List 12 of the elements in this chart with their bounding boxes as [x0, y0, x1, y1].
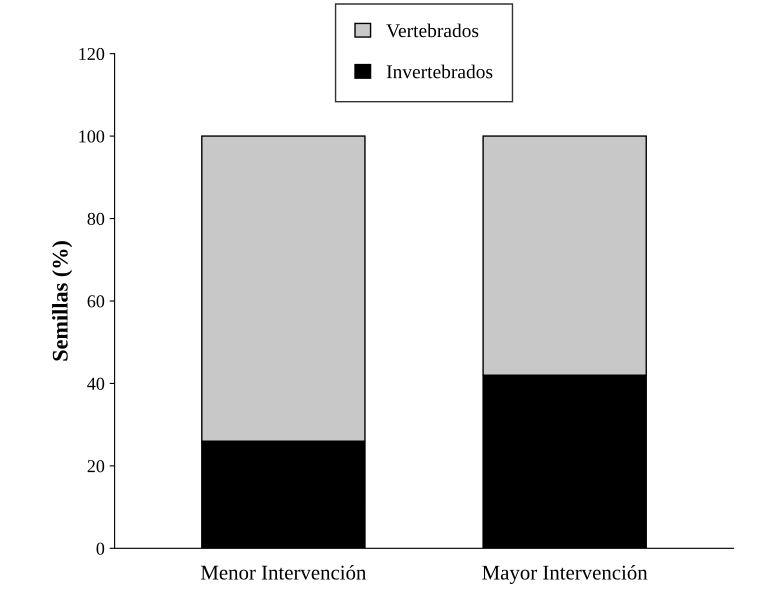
legend-label: Vertebrados — [386, 24, 478, 38]
y-tick-label: 0 — [96, 542, 104, 555]
y-tick-label: 60 — [88, 295, 104, 308]
y-tick-label: 40 — [87, 378, 104, 390]
y-tick-label: 80 — [88, 212, 104, 225]
y-axis-title: Semillas (%) — [52, 241, 72, 361]
legend-label: Invertebrados — [386, 64, 492, 78]
x-tick-label: Menor Intervención — [200, 564, 366, 580]
y-tick-label: 100 — [79, 130, 104, 143]
y-tick-label: 20 — [88, 460, 104, 472]
y-tick-label: 120 — [79, 48, 104, 60]
x-tick-label: Mayor Intervención — [482, 564, 648, 584]
